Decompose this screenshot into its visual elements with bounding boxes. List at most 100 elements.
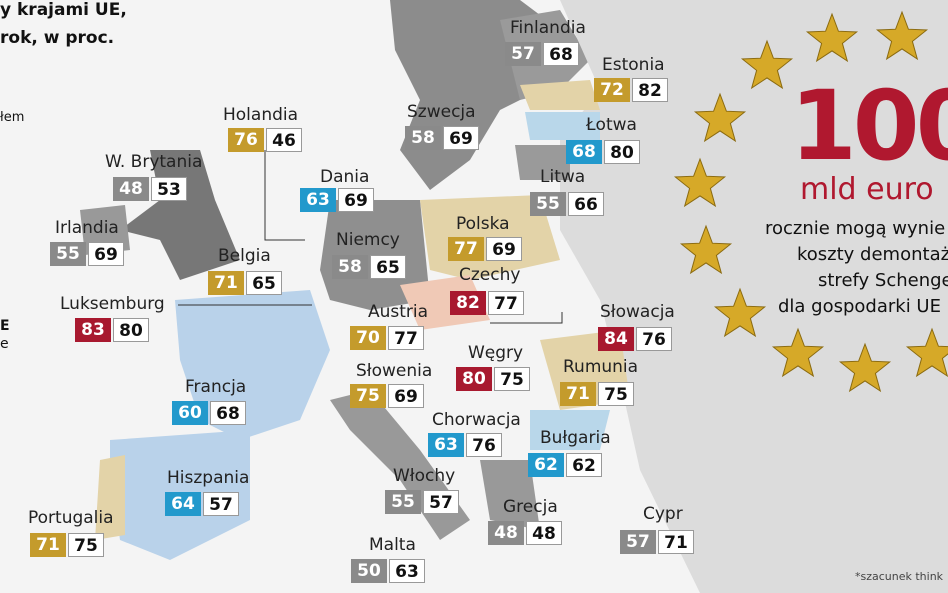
value-box: 55: [50, 242, 86, 266]
country-name: W. Brytania: [105, 152, 203, 172]
country-name: Irlandia: [55, 218, 119, 238]
value-box: 62: [528, 453, 564, 477]
country-name: Chorwacja: [432, 410, 521, 430]
value-box: 75: [350, 384, 386, 408]
unit: mld euro: [800, 172, 934, 207]
country-name: Rumunia: [563, 357, 639, 377]
legend-fragment: e: [0, 336, 9, 352]
value-box: 77: [448, 237, 484, 261]
star: [805, 12, 859, 63]
legend-fragment: łem: [0, 110, 25, 125]
star: [905, 327, 948, 378]
country-name: Włochy: [393, 466, 456, 486]
value-box: 84: [598, 327, 634, 351]
value-box: 69: [388, 384, 424, 408]
value-box: 57: [620, 530, 656, 554]
value-box: 68: [210, 401, 246, 425]
value-box: 82: [632, 78, 668, 102]
value-box: 57: [203, 492, 239, 516]
value-box: 71: [208, 271, 244, 295]
value-box: 75: [68, 533, 104, 557]
bulgaria: [530, 410, 610, 450]
value-box: 57: [505, 42, 541, 66]
country-name: Grecja: [503, 497, 558, 517]
country-name: Holandia: [223, 105, 299, 125]
title-line: rok, w proc.: [0, 28, 115, 48]
star: [679, 224, 733, 275]
star: [771, 327, 825, 378]
country-name: Luksemburg: [60, 294, 165, 314]
country-name: Austria: [368, 302, 429, 322]
country-name: Litwa: [540, 167, 586, 187]
value-box: 63: [428, 433, 464, 457]
value-box: 63: [389, 559, 425, 583]
value-box: 71: [658, 530, 694, 554]
value-box: 66: [568, 192, 604, 216]
value-box: 68: [543, 42, 579, 66]
czechia: [400, 275, 490, 330]
value-box: 80: [604, 140, 640, 164]
value-box: 62: [566, 453, 602, 477]
callout-text: koszty demontażu: [797, 244, 948, 265]
value-box: 63: [300, 188, 336, 212]
value-box: 46: [266, 128, 302, 152]
country-name: Polska: [456, 214, 510, 234]
value-box: 72: [594, 78, 630, 102]
value-box: 82: [450, 291, 486, 315]
value-box: 64: [165, 492, 201, 516]
value-box: 69: [486, 237, 522, 261]
value-box: 75: [598, 382, 634, 406]
country-name: Bułgaria: [540, 428, 611, 448]
value-box: 60: [172, 401, 208, 425]
leader-line: [264, 150, 305, 241]
country-name: Łotwa: [586, 115, 637, 135]
value-box: 50: [351, 559, 387, 583]
latvia: [525, 112, 600, 140]
greece: [480, 460, 540, 530]
value-box: 75: [494, 367, 530, 391]
country-name: Finlandia: [510, 18, 586, 38]
legend-fragment: E: [0, 318, 10, 334]
value-box: 71: [560, 382, 596, 406]
country-name: Węgry: [468, 343, 524, 363]
value-box: 80: [113, 318, 149, 342]
value-box: 69: [443, 126, 479, 150]
east: [560, 0, 948, 593]
value-box: 48: [526, 521, 562, 545]
value-box: 68: [566, 140, 602, 164]
star: [693, 92, 747, 143]
country-name: Niemcy: [336, 230, 400, 250]
star: [673, 157, 727, 208]
star: [740, 39, 794, 90]
value-box: 70: [350, 326, 386, 350]
country-name: Słowacja: [600, 302, 675, 322]
value-box: 77: [488, 291, 524, 315]
lithuania: [515, 145, 570, 180]
value-box: 55: [530, 192, 566, 216]
country-name: Dania: [320, 167, 370, 187]
value-box: 48: [488, 521, 524, 545]
value-box: 58: [332, 255, 368, 279]
country-name: Hiszpania: [167, 468, 250, 488]
value-box: 77: [388, 326, 424, 350]
portugal: [95, 455, 125, 540]
country-name: Belgia: [218, 246, 271, 266]
country-name: Cypr: [643, 504, 683, 524]
value-box: 57: [423, 490, 459, 514]
value-box: 58: [405, 126, 441, 150]
country-name: Malta: [369, 535, 416, 555]
estonia: [520, 80, 600, 110]
country-name: Słowenia: [356, 361, 433, 381]
footnote: *szacunek think: [855, 570, 944, 583]
value-box: 76: [466, 433, 502, 457]
value-box: 48: [113, 177, 149, 201]
title-line: y krajami UE,: [0, 0, 127, 20]
callout-text: dla gospodarki UE: [778, 296, 941, 317]
country-name: Czechy: [459, 265, 521, 285]
star: [838, 342, 892, 393]
callout-text: rocznie mogą wynie: [765, 218, 946, 239]
big-number: 100: [790, 70, 948, 182]
star: [875, 10, 929, 61]
